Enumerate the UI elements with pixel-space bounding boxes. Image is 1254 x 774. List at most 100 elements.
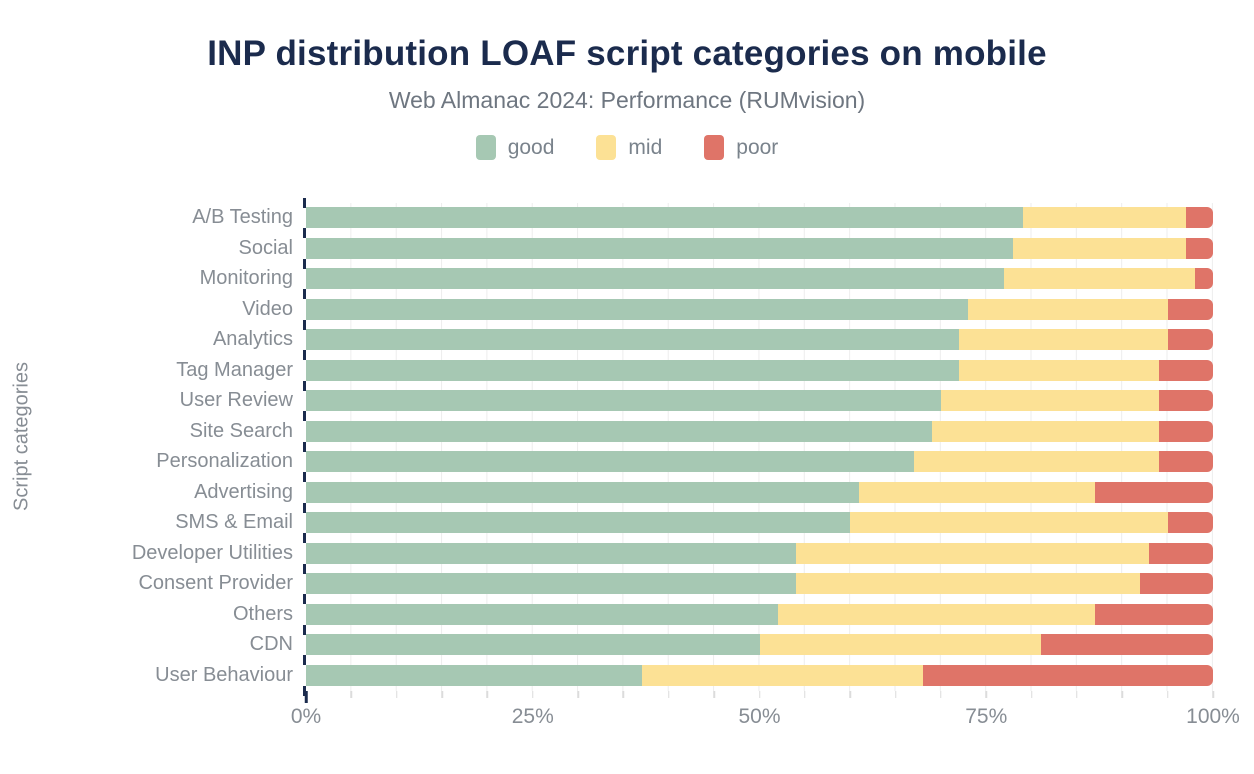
- bar-segment-good[interactable]: [306, 329, 960, 351]
- bar-segment-mid[interactable]: [913, 451, 1159, 473]
- bar-segment-mid[interactable]: [859, 481, 1096, 503]
- bar-segment-good[interactable]: [306, 603, 778, 625]
- chart-rows: A/B Testing Social Monitoring Video Analytic…: [0, 203, 1254, 691]
- y-axis-tick: [303, 594, 306, 605]
- bar-track: [306, 512, 1213, 534]
- category-label: Monitoring: [199, 267, 293, 290]
- bar-segment-mid[interactable]: [968, 298, 1168, 320]
- bar-segment-mid[interactable]: [1013, 237, 1186, 259]
- chart-row: Tag Manager: [0, 355, 1254, 386]
- bar-segment-poor[interactable]: [1158, 451, 1213, 473]
- bar-segment-mid[interactable]: [1004, 268, 1195, 290]
- bar-segment-good[interactable]: [306, 268, 1005, 290]
- chart-row: CDN: [0, 630, 1254, 661]
- category-label: Developer Utilities: [131, 541, 293, 564]
- bar-segment-good[interactable]: [306, 359, 960, 381]
- bar-segment-good[interactable]: [306, 573, 796, 595]
- bar-segment-poor[interactable]: [1158, 420, 1213, 442]
- bar-segment-good[interactable]: [306, 634, 760, 656]
- plot-area: Script categories A/B Testing Social Monit…: [0, 197, 1254, 733]
- bar-segment-mid[interactable]: [931, 420, 1159, 442]
- bar-track: [306, 390, 1213, 412]
- y-axis-tick: [303, 472, 306, 483]
- bar-segment-poor[interactable]: [1095, 481, 1213, 503]
- y-axis-tick: [303, 502, 306, 513]
- y-axis-tick: [303, 411, 306, 422]
- legend-item-poor[interactable]: poor: [704, 135, 779, 161]
- bar-segment-poor[interactable]: [1167, 512, 1213, 534]
- bar-segment-good[interactable]: [306, 390, 941, 412]
- bar-segment-mid[interactable]: [959, 359, 1159, 381]
- x-axis-tick: [1166, 690, 1169, 698]
- y-axis-tick: [303, 319, 306, 330]
- bar-track: [306, 634, 1213, 656]
- x-tick-label-25: 25%: [511, 704, 554, 728]
- bar-segment-good[interactable]: [306, 237, 1014, 259]
- y-axis-tick: [303, 258, 306, 269]
- legend-label-poor: poor: [736, 135, 779, 159]
- y-axis-tick: [303, 533, 306, 544]
- category-label: SMS & Email: [175, 511, 293, 534]
- chart-row: Consent Provider: [0, 569, 1254, 600]
- bar-segment-good[interactable]: [306, 664, 642, 686]
- category-label: Social: [238, 236, 293, 259]
- x-axis-tick: [713, 690, 715, 698]
- legend-item-good[interactable]: good: [475, 135, 555, 161]
- legend-label-mid: mid: [628, 135, 663, 159]
- bar-segment-poor[interactable]: [1095, 603, 1213, 625]
- x-axis-tick: [940, 690, 942, 698]
- category-label: Tag Manager: [176, 358, 293, 381]
- bar-segment-poor[interactable]: [1040, 634, 1213, 656]
- bar-segment-good[interactable]: [306, 481, 860, 503]
- bar-segment-poor[interactable]: [1167, 298, 1213, 320]
- chart-row: Video: [0, 294, 1254, 325]
- bar-segment-good[interactable]: [306, 420, 932, 442]
- legend-item-mid[interactable]: mid: [596, 135, 663, 161]
- bar-segment-poor[interactable]: [1158, 390, 1213, 412]
- x-axis-tick: [1212, 690, 1214, 698]
- x-axis-tick-zero: [304, 690, 308, 703]
- legend-label-good: good: [507, 135, 555, 159]
- category-label: Consent Provider: [138, 572, 293, 595]
- bar-segment-poor[interactable]: [1185, 237, 1213, 259]
- bar-segment-mid[interactable]: [795, 573, 1141, 595]
- bar-segment-poor[interactable]: [1158, 359, 1213, 381]
- bar-segment-mid[interactable]: [641, 664, 923, 686]
- bar-segment-mid[interactable]: [1022, 207, 1186, 229]
- x-axis-spacer: [0, 691, 306, 733]
- bar-segment-good[interactable]: [306, 512, 851, 534]
- y-axis-tick: [303, 655, 306, 666]
- bar-segment-mid[interactable]: [777, 603, 1096, 625]
- bar-segment-good[interactable]: [306, 298, 969, 320]
- chart-row: Monitoring: [0, 264, 1254, 295]
- y-axis-tick: [303, 289, 306, 300]
- x-tick-label-75: 75%: [965, 704, 1008, 728]
- bar-segment-mid[interactable]: [940, 390, 1159, 412]
- x-tick-label-50: 50%: [738, 704, 781, 728]
- bar-segment-mid[interactable]: [759, 634, 1041, 656]
- bar-track: [306, 298, 1213, 320]
- bar-segment-mid[interactable]: [795, 542, 1150, 564]
- bar-segment-mid[interactable]: [959, 329, 1168, 351]
- category-label: Others: [232, 602, 293, 625]
- legend-swatch-good-icon: [475, 135, 496, 161]
- x-axis-tick: [577, 690, 579, 698]
- x-tick-label-0: 0%: [290, 704, 322, 728]
- bar-track: [306, 329, 1213, 351]
- x-axis-tick: [441, 690, 443, 698]
- bar-segment-good[interactable]: [306, 451, 914, 473]
- bar-segment-poor[interactable]: [1185, 207, 1213, 229]
- bar-segment-poor[interactable]: [1149, 542, 1213, 564]
- bar-segment-poor[interactable]: [1140, 573, 1213, 595]
- bar-track: [306, 664, 1213, 686]
- bar-segment-good[interactable]: [306, 207, 1023, 229]
- bar-segment-poor[interactable]: [1194, 268, 1213, 290]
- bar-segment-good[interactable]: [306, 542, 796, 564]
- bar-segment-poor[interactable]: [922, 664, 1213, 686]
- x-axis-tick: [849, 690, 851, 698]
- bar-segment-mid[interactable]: [850, 512, 1168, 534]
- bar-segment-poor[interactable]: [1167, 329, 1213, 351]
- category-label: A/B Testing: [192, 206, 293, 229]
- y-axis-tick: [303, 228, 306, 239]
